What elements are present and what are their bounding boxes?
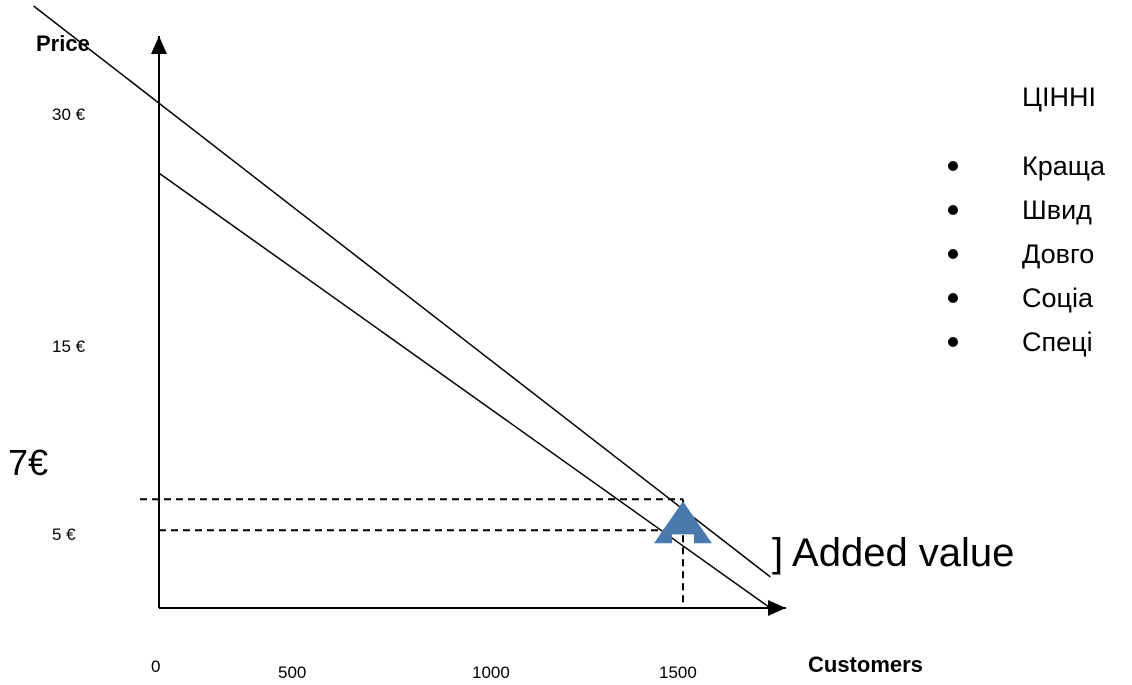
y-tick-5: 5 € bbox=[52, 525, 76, 544]
x-tick-1500: 1500 bbox=[659, 663, 697, 682]
bullet-icon bbox=[948, 249, 958, 259]
list-item: Спеці bbox=[1022, 327, 1093, 357]
list-item: Довго bbox=[1022, 239, 1095, 269]
y-tick-7: 7€ bbox=[8, 442, 48, 483]
bullet-column bbox=[948, 144, 978, 381]
list-item: Краща bbox=[1022, 151, 1105, 181]
y-tick-15: 15 € bbox=[52, 337, 86, 356]
up-arrow-icon bbox=[653, 501, 712, 544]
demand-line-original bbox=[158, 172, 771, 609]
value-panel: ЦІННІ Краща Швид Довго Соціа Спеці bbox=[1022, 80, 1132, 364]
bullet-icon bbox=[948, 205, 958, 215]
x-axis-title: Customers bbox=[808, 652, 923, 677]
bullet-icon bbox=[948, 293, 958, 303]
y-tick-30: 30 € bbox=[52, 105, 86, 124]
demand-line-shifted bbox=[33, 5, 771, 578]
x-tick-500: 500 bbox=[278, 663, 306, 682]
list-item: Соціа bbox=[1022, 283, 1093, 313]
bullet-icon bbox=[948, 337, 958, 347]
value-panel-title: ЦІННІ bbox=[1022, 82, 1096, 112]
added-value-label: ] Added value bbox=[772, 531, 1014, 575]
list-item: Швид bbox=[1022, 195, 1092, 225]
bullet-icon bbox=[948, 161, 958, 171]
x-tick-1000: 1000 bbox=[472, 663, 510, 682]
x-tick-0: 0 bbox=[151, 657, 160, 676]
value-list: Краща Швид Довго Соціа Спеці bbox=[1022, 144, 1132, 364]
